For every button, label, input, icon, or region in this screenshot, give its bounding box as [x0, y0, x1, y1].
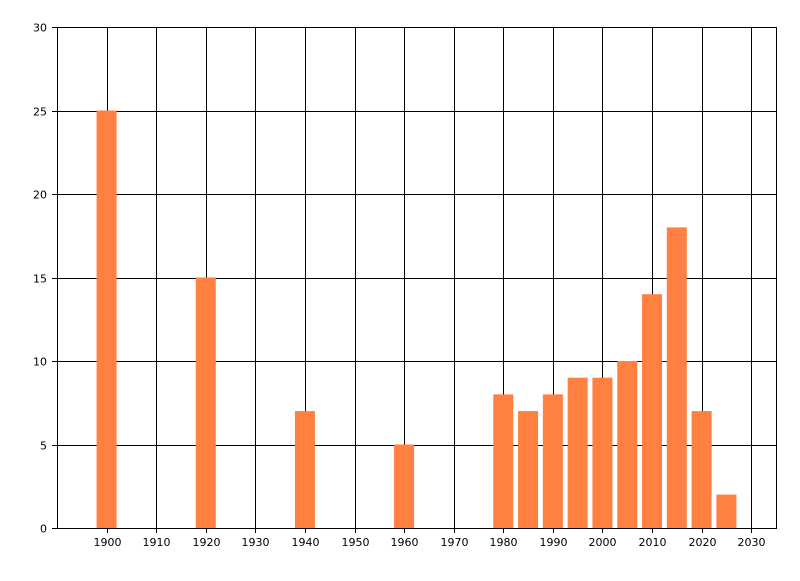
bar	[96, 110, 117, 528]
x-tick-label: 2010	[639, 536, 667, 549]
x-tick-label: 1990	[540, 536, 568, 549]
axes	[52, 27, 777, 533]
bar	[542, 394, 563, 528]
x-tick-label: 2000	[589, 536, 617, 549]
bar	[518, 411, 539, 528]
x-tick-label: 1950	[342, 536, 370, 549]
x-tick-label: 1970	[441, 536, 469, 549]
bar	[592, 377, 613, 528]
x-tick-label: 2020	[689, 536, 717, 549]
bar	[666, 227, 687, 528]
y-tick-label: 20	[33, 189, 47, 202]
y-tick-label: 5	[40, 440, 47, 453]
bar	[691, 411, 712, 528]
bar	[493, 394, 514, 528]
bar	[394, 444, 415, 528]
x-tick-label: 1900	[94, 536, 122, 549]
y-tick-label: 15	[33, 273, 47, 286]
y-tick-label: 30	[33, 22, 47, 35]
x-tick-label: 2030	[738, 536, 766, 549]
bar	[195, 277, 216, 528]
x-tick-label: 1930	[242, 536, 270, 549]
y-tick-label: 25	[33, 106, 47, 119]
bar	[294, 411, 315, 528]
x-tick-label: 1910	[143, 536, 171, 549]
y-tick-label: 0	[40, 523, 47, 536]
bar	[716, 494, 737, 528]
bar	[617, 361, 638, 528]
x-tick-label: 1940	[292, 536, 320, 549]
tick-labels: 0 5 10 15 20 25 30 1900 1910 1920 1930 1940 1950 1960…	[33, 22, 766, 550]
bar	[642, 294, 663, 528]
x-tick-label: 1960	[391, 536, 419, 549]
x-tick-label: 1980	[490, 536, 518, 549]
y-tick-label: 10	[33, 356, 47, 369]
bar	[567, 377, 588, 528]
bars	[96, 110, 737, 528]
x-tick-label: 1920	[193, 536, 221, 549]
